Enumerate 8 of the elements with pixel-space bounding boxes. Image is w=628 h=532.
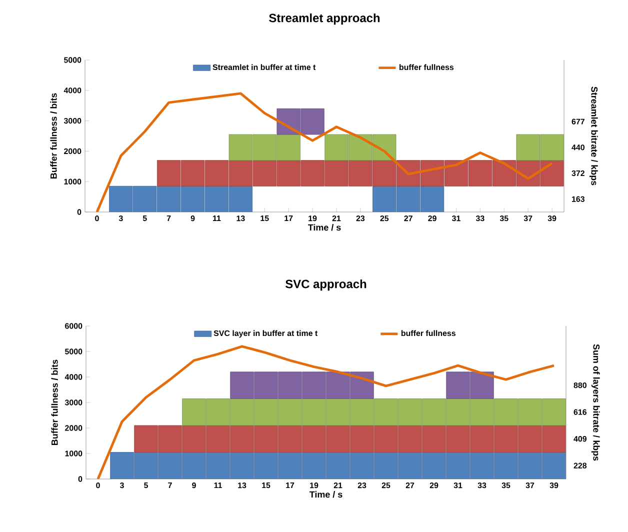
- chart-title: Streamlet approach: [269, 13, 380, 25]
- x-axis-title: Time / s: [308, 224, 341, 231]
- y-axis-title: Buffer fullness / bits: [50, 93, 57, 178]
- y2-axis-title: Sum of layers bitrate / kbps: [591, 344, 600, 461]
- y2-axis-title: Streamlet bitrate / kbps: [589, 86, 598, 186]
- chart-title: SVC approach: [285, 279, 366, 291]
- y-axis-title: Buffer fullness / bits: [51, 360, 58, 445]
- x-axis-title: Time / s: [309, 491, 342, 498]
